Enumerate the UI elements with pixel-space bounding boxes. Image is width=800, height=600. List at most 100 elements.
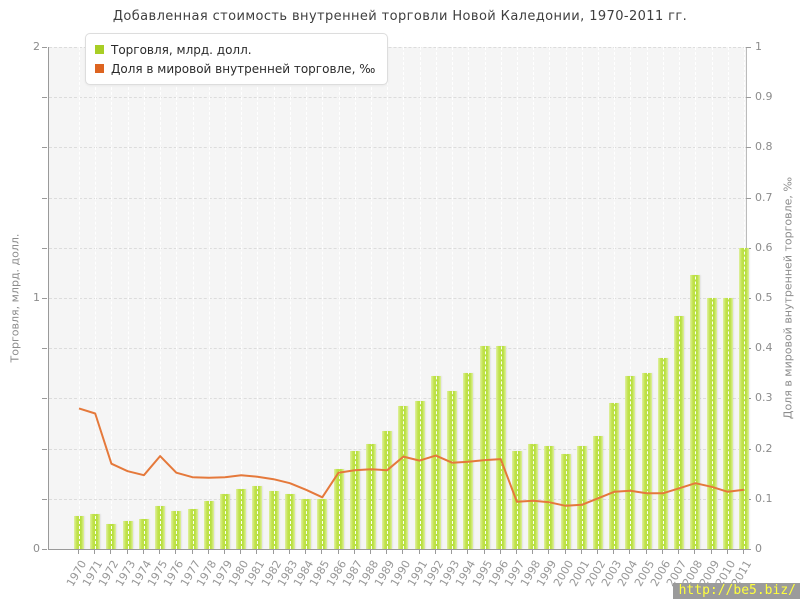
legend-item-trade: Торговля, млрд. долл. [95, 40, 375, 59]
legend-item-trade-label: Торговля, млрд. долл. [111, 42, 252, 57]
horizontal-gridline [49, 197, 746, 199]
x-axis-tick [159, 550, 161, 554]
vertical-gridline [630, 47, 632, 549]
horizontal-gridline [49, 298, 746, 299]
horizontal-gridline [49, 97, 746, 99]
horizontal-gridline [49, 147, 746, 149]
x-axis-tick [223, 550, 225, 554]
x-axis-tick [337, 550, 339, 554]
vertical-gridline [306, 47, 308, 549]
right-axis-tick [746, 47, 751, 48]
vertical-gridline [143, 47, 145, 549]
left-axis-tick [42, 448, 47, 450]
right-axis-tick-label: 0.6 [755, 240, 773, 254]
x-axis-tick [191, 550, 193, 554]
left-axis-tick [42, 247, 47, 249]
right-axis-tick-label: 0.2 [755, 441, 773, 455]
horizontal-gridline [49, 348, 746, 350]
x-axis-tick [78, 550, 79, 554]
vertical-gridline [257, 47, 259, 549]
x-axis-tick [580, 550, 582, 554]
vertical-gridline [273, 47, 275, 549]
left-axis-tick [42, 348, 47, 350]
left-axis-tick [42, 97, 47, 99]
left-axis-tick-label: 2 [33, 40, 40, 53]
x-axis-tick [126, 550, 128, 554]
vertical-gridline [241, 47, 243, 549]
x-axis-tick [110, 550, 112, 554]
left-axis-tick [42, 197, 47, 199]
x-axis-tick [678, 550, 680, 554]
vertical-gridline [354, 47, 356, 549]
vertical-gridline [646, 47, 648, 549]
x-axis-tick [369, 550, 371, 554]
x-axis-tick [434, 550, 436, 554]
plot-area [48, 47, 750, 550]
x-axis-tick [272, 550, 274, 554]
vertical-gridline [322, 47, 324, 549]
x-axis-tick [386, 550, 388, 554]
right-axis-tick-label: 0 [755, 542, 762, 555]
vertical-gridline [160, 47, 162, 549]
vertical-gridline [679, 47, 681, 549]
x-axis-tick [743, 550, 745, 554]
vertical-gridline [484, 47, 486, 549]
right-axis-tick-label: 0.5 [755, 291, 773, 304]
right-axis-tick [746, 197, 751, 199]
vertical-gridline [695, 47, 697, 549]
chart-title: Добавленная стоимость внутренней торговл… [112, 9, 688, 24]
vertical-gridline [533, 47, 535, 549]
x-axis-tick [402, 550, 404, 554]
horizontal-gridline [49, 498, 746, 500]
right-axis-tick [746, 549, 751, 550]
x-axis-tick [240, 550, 242, 554]
vertical-gridline [289, 47, 291, 549]
watermark-link[interactable]: http://be5.biz/ [672, 583, 800, 599]
left-axis-tick-label: 1 [33, 291, 40, 304]
x-axis-tick [597, 550, 599, 554]
x-axis-tick [207, 550, 209, 554]
vertical-gridline [614, 47, 616, 549]
x-axis-tick [710, 550, 712, 554]
share-series-swatch-icon [95, 64, 104, 73]
x-axis-tick [564, 550, 566, 554]
right-axis-tick-label: 0.3 [755, 391, 773, 405]
x-axis-tick [532, 550, 534, 554]
right-axis-tick [746, 97, 751, 99]
x-axis-tick [629, 550, 631, 554]
legend-item-share: Доля в мировой внутренней торговле, ‰ [95, 59, 375, 78]
vertical-gridline [176, 47, 178, 549]
right-axis-tick-label: 0.9 [755, 90, 773, 104]
right-axis-tick-label: 0.1 [755, 491, 773, 505]
x-axis-tick [94, 550, 96, 554]
vertical-gridline [95, 47, 97, 549]
x-axis-tick [515, 550, 517, 554]
vertical-gridline [387, 47, 389, 549]
vertical-gridline [338, 47, 340, 549]
x-axis-tick [467, 550, 469, 554]
x-axis-tick [613, 550, 615, 554]
vertical-gridline [500, 47, 502, 549]
x-axis-tick [305, 550, 307, 554]
vertical-gridline [549, 47, 551, 549]
x-axis-tick [645, 550, 647, 554]
vertical-gridline [127, 47, 129, 549]
vertical-gridline [581, 47, 583, 549]
vertical-gridline [419, 47, 421, 549]
x-axis-tick [288, 550, 290, 554]
left-axis-tick [42, 47, 47, 48]
vertical-gridline [403, 47, 405, 549]
x-axis-tick [548, 550, 550, 554]
right-axis-title: Доля в мировой внутренней торговле, ‰ [781, 176, 795, 420]
right-axis-tick-label: 0.7 [755, 190, 773, 204]
share-line-series [78, 407, 745, 507]
left-axis-tick-label: 0 [33, 542, 40, 555]
x-axis-tick [321, 550, 323, 554]
x-axis-tick [142, 550, 144, 554]
left-axis-tick [42, 298, 47, 299]
vertical-gridline [744, 47, 746, 549]
horizontal-gridline [49, 47, 746, 48]
vertical-gridline [224, 47, 226, 549]
vertical-gridline [111, 47, 113, 549]
vertical-gridline [662, 47, 664, 549]
